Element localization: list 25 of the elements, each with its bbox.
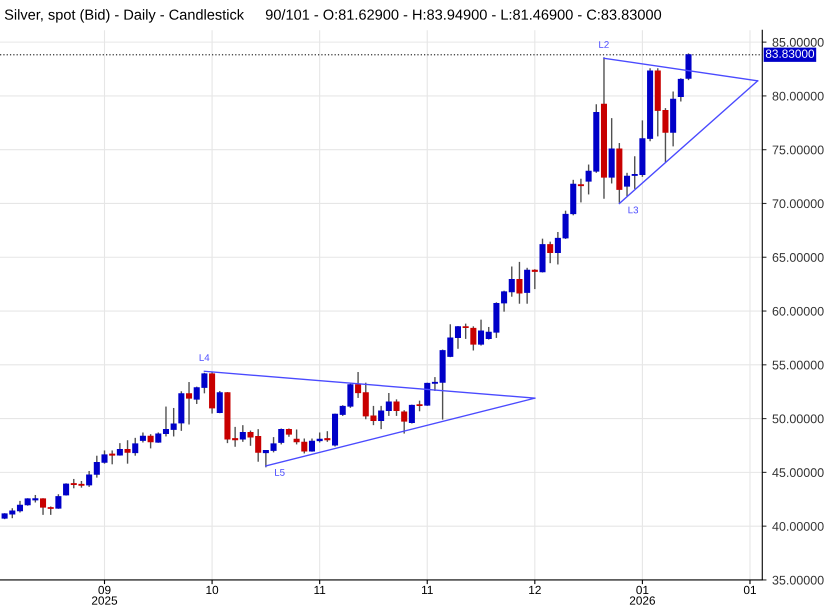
- series-label: L5: [275, 469, 285, 476]
- y-tick-label: 35.00000: [772, 576, 824, 585]
- y-tick-label: 40.00000: [772, 522, 824, 531]
- y-tick-label: 70.00000: [772, 199, 824, 208]
- x-tick-label: 10: [206, 586, 218, 594]
- chart-title: Silver, spot (Bid) - Daily - Candlestick: [4, 9, 244, 23]
- chart-subtitle: 90/101 - O:81.62900 - H:83.94900 - L:81.46900 - C:83.83000: [266, 9, 662, 20]
- x-tick-label: 11: [314, 586, 326, 594]
- y-tick-label: 75.00000: [772, 145, 824, 154]
- series-label: L2: [599, 41, 609, 48]
- y-tick-label: 60.00000: [772, 306, 824, 316]
- ref-line-label: 83.83000: [766, 50, 814, 58]
- y-tick-label: 45.00000: [772, 468, 824, 478]
- x-tick-label: 09 2025: [92, 586, 118, 605]
- x-tick-label: 11: [422, 586, 433, 594]
- y-tick-label: 55.00000: [772, 360, 824, 370]
- x-tick-label: 12: [529, 586, 541, 594]
- y-tick-label: 50.00000: [772, 414, 824, 424]
- y-tick-label: 65.00000: [772, 253, 824, 262]
- y-tick-label: 80.00000: [772, 92, 824, 101]
- series-label: L4: [200, 354, 210, 361]
- y-tick-label: 85.00000: [772, 38, 824, 47]
- series-label: L3: [628, 206, 638, 214]
- x-tick-label: 01: [744, 586, 756, 594]
- x-tick-label: 01 2026: [630, 586, 656, 605]
